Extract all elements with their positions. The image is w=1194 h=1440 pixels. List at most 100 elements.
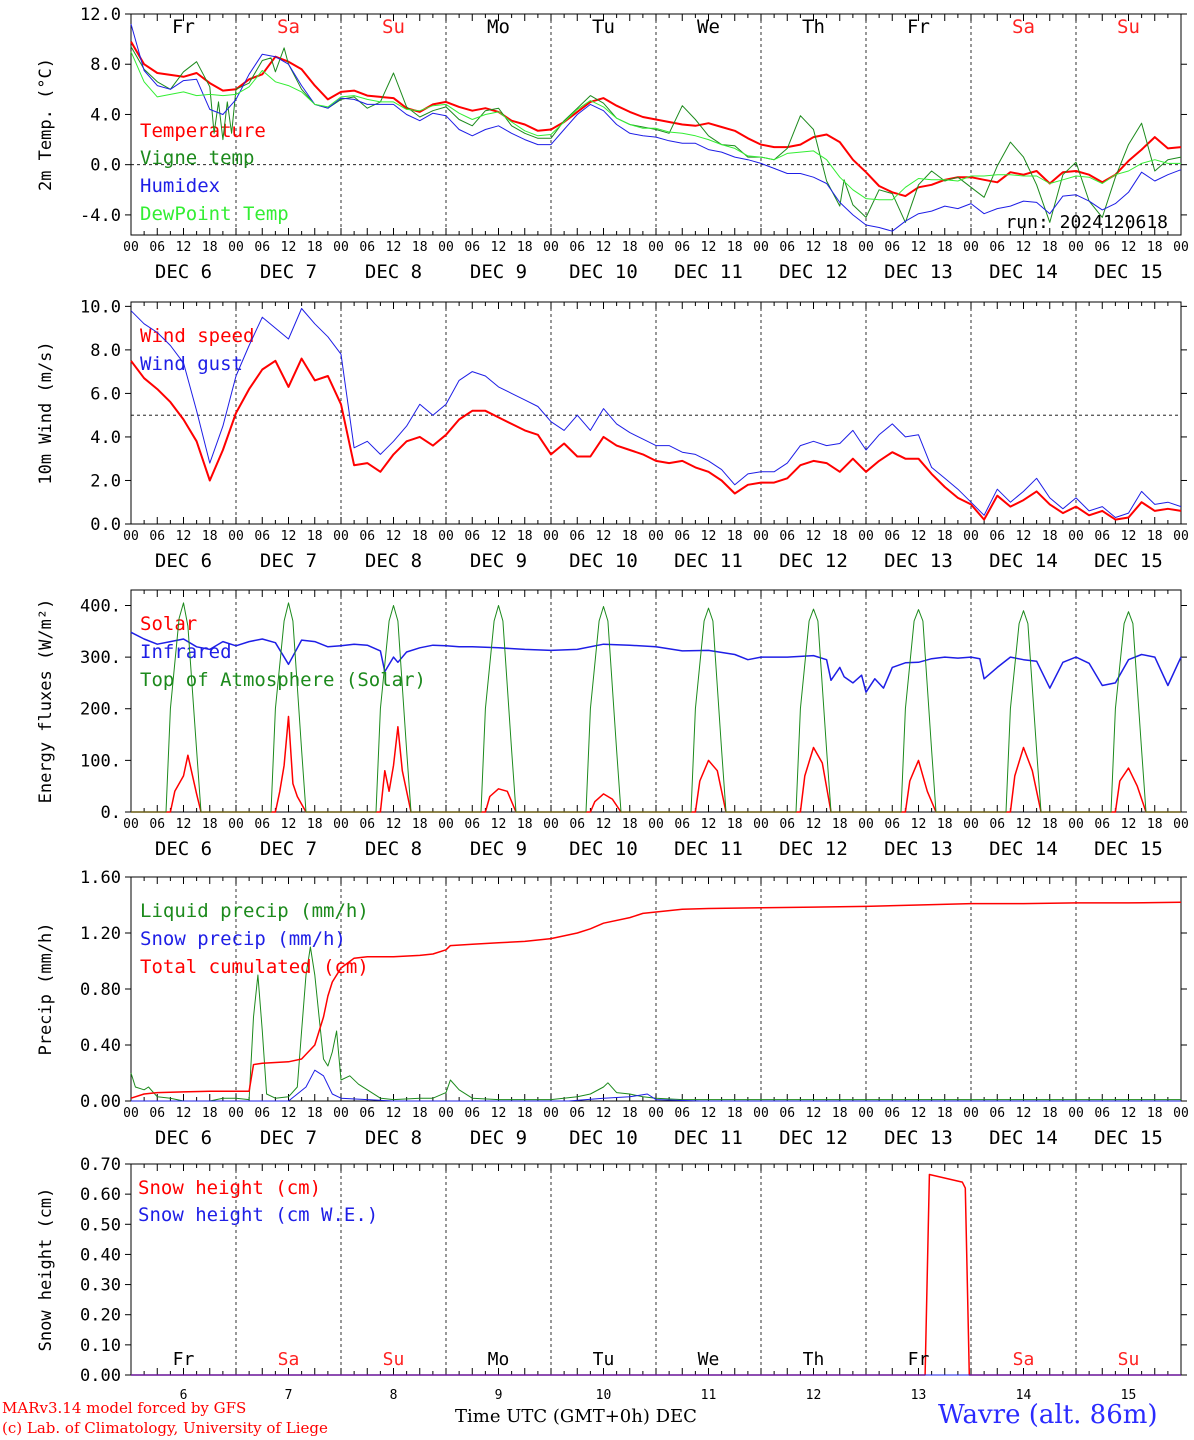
series-line-dewpoint-temp [130,51,1181,201]
hour-label: 06 [779,240,795,255]
day-label: Sa [278,1349,300,1370]
hour-label: 12 [701,529,717,544]
y-tick-label: 8.0 [90,55,121,75]
day-label: Su [1118,1349,1140,1370]
hour-label: 12 [911,529,927,544]
hour-label: 18 [1147,529,1163,544]
day-label: Su [382,16,405,38]
hour-label: 06 [1094,529,1110,544]
hour-label: 00 [123,1106,139,1121]
hour-label: 12 [911,817,927,832]
hour-label: 12 [1121,529,1137,544]
hour-label: 12 [806,817,822,832]
panel-5: 0.70 0.60 0.50 0.40 0.30 0.20 0.10 0.00 Snow hei… [36,1155,1187,1403]
hour-label: 00 [963,1106,979,1121]
hour-label: 00 [123,817,139,832]
hour-label: 00 [858,240,874,255]
hour-label: 18 [202,529,218,544]
hour-label: 06 [254,529,270,544]
hour-label: 12 [701,1106,717,1121]
day-label: Su [1117,16,1140,38]
hour-label: 18 [1147,1106,1163,1121]
date-label: DEC 15 [1094,1127,1163,1149]
hour-label: 12 [281,1106,297,1121]
y-tick-label: 0.30 [80,1276,121,1296]
hour-label: 18 [622,529,638,544]
y-tick-label: 0.00 [80,1366,121,1386]
hour-label: 06 [989,1106,1005,1121]
hour-label: 12 [176,817,192,832]
hour-label: 06 [779,817,795,832]
day-label: Fr [907,16,930,38]
y-axis-label: Precip (mm/h) [36,922,56,1055]
y-tick-label: -4.0 [80,206,121,226]
hour-label: 06 [779,1106,795,1121]
date-label: DEC 6 [155,261,212,283]
legend-entry: Infrared [140,641,232,663]
hour-label: 00 [333,240,349,255]
date-label: DEC 9 [470,838,527,860]
hour-label: 12 [701,817,717,832]
y-tick-label: 0.40 [80,1036,121,1056]
hour-label: 00 [1173,240,1189,255]
hour-label: 12 [806,1106,822,1121]
y-axis-label: Snow height (cm) [36,1188,56,1352]
legend-entry: Temperature [140,120,266,142]
series-line-liquid-precip-mm-h [130,946,1181,1102]
date-label: DEC 13 [884,261,953,283]
hour-label: 18 [412,529,428,544]
hour-label: 12 [386,240,402,255]
series-line-top-of-atmosphere-solar [131,602,1181,813]
legend-entry: Vigne temp [140,147,254,169]
legend-entry: DewPoint Temp [140,203,289,225]
hour-label: 18 [1042,1106,1058,1121]
y-axis-label: 2m Temp. (°C) [36,58,56,191]
hour-label: 12 [596,529,612,544]
date-label: DEC 10 [569,550,638,572]
hour-label: 18 [307,1106,323,1121]
hour-label: 12 [806,529,822,544]
hour-label: 00 [438,817,454,832]
hour-label: 18 [832,1106,848,1121]
hour-label: 00 [228,240,244,255]
hour-label: 00 [123,529,139,544]
hour-label: 18 [622,1106,638,1121]
legend-entry: Snow height (cm) [138,1177,321,1199]
day-number: 8 [390,1388,398,1403]
hour-label: 00 [543,817,559,832]
hour-label: 06 [884,240,900,255]
y-tick-label: 8.0 [90,341,121,361]
hour-label: 00 [963,817,979,832]
hour-label: 18 [832,240,848,255]
legend-entry: Top of Atmosphere (Solar) [140,669,426,691]
hour-label: 18 [412,1106,428,1121]
panel-4: 1.60 1.20 0.80 0.40 0.00 Precip (mm/h) Liquid … [36,868,1189,1149]
hour-label: 06 [884,817,900,832]
hour-label: 00 [228,1106,244,1121]
hour-label: 00 [333,817,349,832]
hour-label: 12 [491,240,507,255]
hour-label: 18 [727,529,743,544]
hour-label: 12 [1016,529,1032,544]
day-label: Th [803,1349,825,1370]
hour-label: 18 [727,240,743,255]
day-number: 7 [285,1388,293,1403]
hour-label: 12 [491,817,507,832]
hour-label: 00 [333,529,349,544]
hour-label: 12 [596,240,612,255]
hour-label: 00 [543,1106,559,1121]
hour-label: 12 [281,529,297,544]
date-label: DEC 7 [260,838,317,860]
station-name: Wavre (alt. 86m) [938,1400,1158,1430]
hour-label: 00 [648,240,664,255]
hour-label: 06 [149,1106,165,1121]
hour-label: 18 [937,817,953,832]
day-label: Sa [1013,1349,1035,1370]
series-line-wind-gust [130,308,1182,518]
hour-label: 00 [1068,240,1084,255]
date-label: DEC 14 [989,1127,1058,1149]
hour-label: 18 [832,529,848,544]
y-tick-label: 0.60 [80,1185,121,1205]
panel-2: 10.0 8.0 6.0 4.0 2.0 0.0 10m Wind (m/s) Wind sp… [36,297,1189,572]
hour-label: 12 [1121,1106,1137,1121]
